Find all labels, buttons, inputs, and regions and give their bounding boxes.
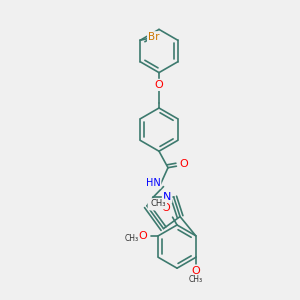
Text: CH₃: CH₃	[124, 234, 138, 243]
Text: CH₃: CH₃	[189, 275, 203, 284]
Text: CH₃: CH₃	[151, 200, 166, 208]
Text: S: S	[149, 199, 156, 209]
Text: O: O	[138, 231, 147, 241]
Text: O: O	[191, 266, 200, 276]
Text: O: O	[179, 159, 188, 169]
Text: O: O	[154, 80, 164, 90]
Text: N: N	[163, 192, 171, 202]
Text: HN: HN	[146, 178, 160, 188]
Text: O: O	[161, 203, 170, 213]
Text: Br: Br	[148, 32, 160, 42]
